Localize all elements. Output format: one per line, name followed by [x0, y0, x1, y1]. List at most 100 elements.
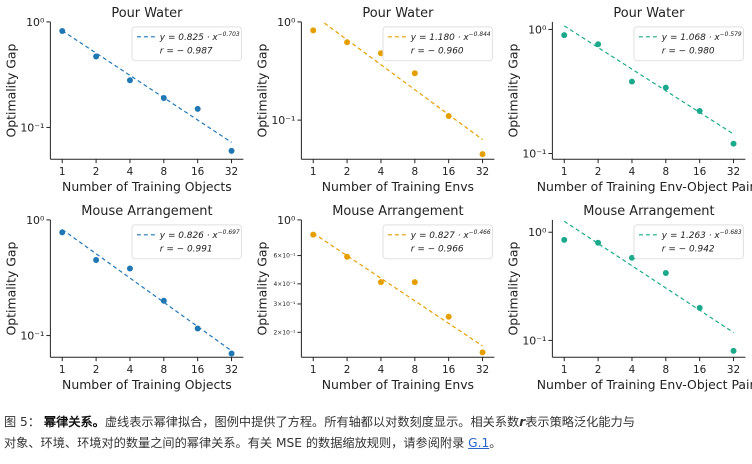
data-point — [160, 297, 167, 304]
chart-panel-5: Mouse Arrangement 1 2 4 8 16 32 10⁰ 6×10⁻¹ 4×10⁻¹… — [255, 204, 495, 392]
data-point — [126, 265, 133, 272]
x-tick-label: 16 — [442, 166, 455, 178]
data-point — [561, 236, 568, 243]
caption-line-1: 图 5： 幂律关系。虚线表示幂律拟合，图例中提供了方程。所有轴都以对数刻度显示。… — [4, 412, 748, 433]
fit-line — [563, 25, 734, 135]
y-tick-label: 3×10⁻¹ — [274, 301, 296, 308]
x-tick-label: 8 — [411, 364, 418, 376]
data-point — [595, 41, 602, 48]
y-axis-label: Optimality Gap — [255, 43, 270, 137]
data-point — [445, 313, 452, 320]
data-point — [445, 113, 452, 120]
x-axis-label: Number of Training Env-Object Pairs — [537, 179, 752, 194]
fit-line — [321, 21, 483, 141]
x-tick-label: 32 — [225, 166, 238, 178]
caption-text-2: 表示策略泛化能力与 — [525, 415, 635, 429]
legend-equation-exponent: −0.466 — [469, 229, 491, 236]
legend-equation-exponent: −0.703 — [218, 31, 240, 38]
x-tick-label: 32 — [476, 166, 489, 178]
legend-r-value: r = − 0.980 — [662, 47, 715, 57]
data-point — [696, 304, 703, 311]
legend: y = 0.827 · x−0.466 r = − 0.966 — [382, 224, 493, 260]
data-point — [310, 27, 317, 34]
y-tick-label: 10⁻¹ — [20, 121, 44, 134]
x-tick-label: 8 — [160, 364, 167, 376]
x-tick-label: 4 — [127, 166, 134, 178]
caption-text-3: 对象、环境、环境对的数量之间的幂律关系。有关 MSE 的数据缩放规则，请参阅附录 — [4, 436, 469, 450]
x-tick-label: 32 — [727, 364, 740, 376]
chart-title: Pour Water — [111, 6, 183, 21]
y-axis-label: Optimality Gap — [4, 43, 19, 137]
chart-panel-6: Mouse Arrangement 1 2 4 8 16 32 10⁰ 10⁻¹ Number o… — [506, 204, 752, 392]
x-axis-label: Number of Training Envs — [322, 179, 474, 194]
caption-fig-label: 图 5： — [4, 415, 41, 429]
legend-equation: y = 1.068 · x−0.579 — [661, 31, 742, 43]
x-axis-label: Number of Training Objects — [62, 179, 232, 194]
chart-panel-4: Mouse Arrangement 1 2 4 8 16 32 10⁰ 10⁻¹ Number o… — [4, 204, 244, 392]
legend-equation: y = 0.825 · x−0.703 — [159, 31, 240, 43]
chart-title: Pour Water — [362, 6, 434, 21]
chart-title: Mouse Arrangement — [583, 204, 714, 219]
legend-equation-exponent: −0.844 — [469, 31, 491, 38]
data-point — [628, 254, 635, 261]
y-tick-label: 10⁰ — [528, 226, 546, 239]
legend-equation: y = 1.180 · x−0.844 — [410, 31, 491, 43]
legend-equation-exponent: −0.579 — [720, 31, 742, 38]
data-point — [696, 108, 703, 115]
y-tick-label: 10⁰ — [277, 214, 295, 227]
x-tick-label: 2 — [595, 364, 602, 376]
data-point — [93, 257, 100, 263]
x-tick-label: 8 — [160, 166, 167, 178]
x-tick-label: 32 — [225, 364, 238, 376]
legend-r-value: r = − 0.991 — [160, 245, 213, 255]
x-tick-label: 1 — [561, 364, 568, 376]
legend-equation: y = 0.827 · x−0.466 — [410, 229, 491, 241]
legend-box — [131, 26, 242, 62]
fit-line — [61, 30, 232, 143]
y-tick-label: 10⁰ — [528, 23, 546, 36]
data-point — [59, 28, 66, 34]
fit-line — [312, 232, 483, 347]
legend-box — [131, 224, 242, 260]
data-point — [561, 32, 568, 39]
legend-box — [633, 26, 744, 62]
fit-line — [563, 220, 734, 333]
chart-panel-3: Pour Water 1 2 4 8 16 32 10⁰ 10⁻¹ Number of Train… — [506, 6, 752, 194]
y-axis-label: Optimality Gap — [506, 43, 521, 137]
y-tick-label: 10⁰ — [26, 16, 44, 29]
data-point — [126, 77, 133, 84]
x-tick-label: 4 — [629, 166, 636, 178]
legend-equation: y = 0.826 · x−0.697 — [159, 229, 240, 241]
legend-equation: y = 1.263 · x−0.683 — [661, 229, 742, 241]
data-point — [377, 50, 384, 57]
x-tick-label: 32 — [727, 166, 740, 178]
figure-caption: 图 5： 幂律关系。虚线表示幂律拟合，图例中提供了方程。所有轴都以对数刻度显示。… — [4, 412, 748, 454]
x-tick-label: 4 — [378, 364, 385, 376]
data-point — [228, 350, 235, 357]
legend-equation-exponent: −0.683 — [720, 229, 742, 236]
x-tick-label: 16 — [191, 364, 204, 376]
data-point — [344, 39, 351, 46]
legend-equation-base: y = 1.180 · x — [410, 33, 470, 43]
legend: y = 1.180 · x−0.844 r = − 0.960 — [382, 26, 493, 62]
data-point — [479, 151, 486, 158]
x-tick-label: 2 — [595, 166, 602, 178]
legend-r-value: r = − 0.987 — [160, 47, 213, 57]
chart-panel-1: Pour Water 1 2 4 8 16 32 10⁰ 10⁻¹ Number of Train… — [4, 6, 244, 194]
data-point — [730, 140, 737, 147]
y-tick-label: 2×10⁻¹ — [274, 329, 296, 336]
legend-equation-base: y = 1.263 · x — [661, 231, 721, 241]
y-tick-label: 10⁻¹ — [522, 147, 546, 160]
x-tick-label: 32 — [476, 364, 489, 376]
caption-text-4: 。 — [489, 436, 502, 450]
y-tick-label: 6×10⁻¹ — [274, 253, 296, 260]
data-point — [160, 95, 167, 101]
x-tick-label: 2 — [93, 166, 100, 178]
y-tick-label: 4×10⁻¹ — [274, 281, 296, 288]
legend-r-value: r = − 0.960 — [411, 47, 464, 57]
y-tick-label: 10⁰ — [277, 16, 295, 29]
y-tick-label: 10⁻¹ — [271, 114, 295, 127]
x-tick-label: 1 — [561, 166, 568, 178]
data-point — [411, 279, 418, 286]
caption-appendix-link[interactable]: G.1 — [468, 436, 490, 450]
